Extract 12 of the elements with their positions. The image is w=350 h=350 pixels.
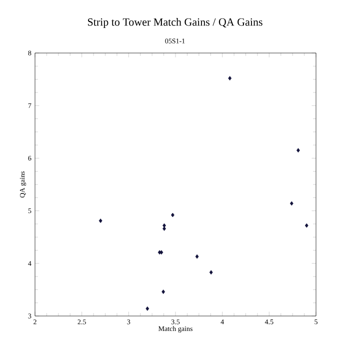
point: [290, 201, 294, 206]
point: [209, 270, 213, 275]
point: [195, 254, 199, 259]
chart-title: Strip to Tower Match Gains / QA Gains: [88, 18, 262, 28]
point: [162, 290, 166, 294]
point: [296, 148, 300, 153]
point: [304, 223, 308, 228]
point: [162, 223, 166, 228]
point: [170, 212, 174, 218]
point: [98, 218, 102, 223]
point: [228, 76, 232, 80]
point: [146, 306, 150, 311]
